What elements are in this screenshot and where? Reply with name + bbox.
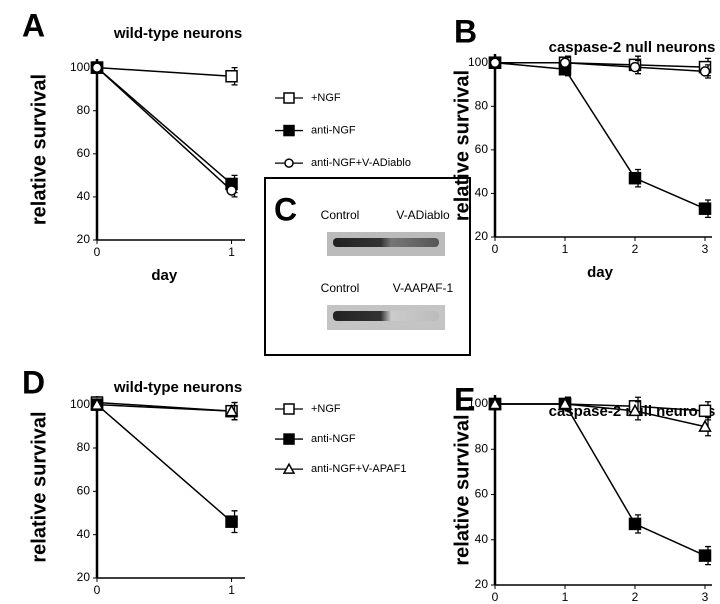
marker (225, 515, 238, 528)
x-axis-label: day (151, 267, 178, 284)
blot-band (333, 238, 439, 247)
marker (558, 396, 572, 410)
blot-lane-label: V-AAPAF-1 (393, 281, 454, 295)
y-tick-label: 40 (77, 527, 91, 541)
x-tick-label: 3 (702, 590, 709, 604)
y-tick-label: 100 (468, 55, 488, 69)
y-tick-label: 80 (475, 441, 489, 455)
y-axis-label: relative survival (451, 70, 473, 221)
series-line (494, 61, 706, 210)
chart-title: wild-type neurons (113, 25, 242, 42)
chart-title: wild-type neurons (113, 379, 242, 396)
marker (629, 61, 641, 73)
marker (90, 397, 104, 410)
y-tick-label: 80 (475, 98, 489, 112)
legend-label: anti-NGF (311, 433, 356, 445)
y-tick-label: 60 (77, 484, 91, 498)
marker (698, 419, 712, 432)
x-tick-label: 2 (632, 590, 639, 604)
x-tick-label: 0 (492, 242, 499, 256)
series-line (495, 403, 706, 428)
panel-label: A (22, 7, 45, 43)
legend-marker (283, 403, 295, 415)
x-tick-label: 0 (94, 583, 101, 597)
marker (628, 403, 642, 417)
legend-marker (283, 92, 295, 104)
y-tick-label: 40 (475, 532, 489, 546)
series-line (495, 403, 706, 557)
marker (698, 404, 712, 418)
x-tick-label: 3 (702, 242, 709, 256)
y-tick-label: 80 (77, 440, 91, 454)
marker (489, 57, 501, 68)
blot-band (333, 311, 439, 321)
blot-lane-label: V-ADiablo (396, 208, 450, 222)
panel-label: E (454, 381, 475, 417)
chart-title: caspase-2 null neurons (549, 39, 716, 56)
marker (698, 549, 712, 562)
marker (628, 517, 642, 531)
y-tick-label: 40 (77, 189, 91, 203)
legend-marker (283, 433, 295, 445)
y-axis-label: relative survival (451, 414, 473, 565)
y-tick-label: 100 (468, 396, 488, 410)
marker (488, 396, 502, 410)
y-tick-label: 80 (77, 103, 91, 117)
y-tick-label: 60 (77, 146, 91, 160)
x-axis-label: day (587, 264, 614, 281)
y-tick-label: 60 (475, 487, 489, 501)
marker (225, 69, 238, 83)
marker (226, 185, 237, 196)
series-line (96, 403, 232, 412)
series-line (495, 61, 706, 73)
panel-label: B (454, 13, 477, 49)
series-line (96, 404, 233, 523)
legend-marker (283, 124, 295, 137)
legend-marker (282, 462, 296, 474)
y-tick-label: 100 (70, 60, 90, 74)
series-line (96, 66, 232, 77)
blot-lane-label: Control (321, 208, 360, 222)
y-tick-label: 20 (77, 232, 91, 246)
series-line (96, 67, 233, 191)
blot-frame (264, 177, 471, 356)
blot-lane-label: Control (321, 281, 360, 295)
panel-label: D (22, 364, 45, 400)
legend-label: anti-NGF+V-ADiablo (311, 157, 411, 169)
x-tick-label: 1 (562, 590, 569, 604)
legend-label: +NGF (311, 92, 341, 104)
y-tick-label: 20 (77, 570, 91, 584)
y-tick-label: 20 (475, 577, 489, 591)
x-tick-label: 2 (632, 242, 639, 256)
y-tick-label: 60 (475, 142, 489, 156)
legend-marker (284, 158, 294, 168)
y-tick-label: 20 (475, 229, 489, 243)
y-axis-label: relative survival (28, 411, 50, 562)
panel-label: C (274, 191, 297, 227)
marker (91, 62, 103, 73)
x-tick-label: 1 (228, 583, 235, 597)
legend-label: anti-NGF (311, 124, 356, 136)
x-tick-label: 0 (94, 245, 101, 259)
y-axis-label: relative survival (28, 74, 50, 225)
marker (224, 404, 239, 417)
legend-label: +NGF (311, 403, 341, 415)
x-tick-label: 1 (228, 245, 235, 259)
series-line (96, 67, 233, 185)
marker (699, 66, 711, 77)
y-tick-label: 100 (70, 397, 90, 411)
marker (698, 202, 712, 215)
marker (559, 57, 571, 68)
x-tick-label: 0 (492, 590, 499, 604)
y-tick-label: 40 (475, 186, 489, 200)
marker (628, 171, 642, 185)
x-tick-label: 1 (562, 242, 569, 256)
legend-label: anti-NGF+V-APAF1 (311, 463, 406, 475)
